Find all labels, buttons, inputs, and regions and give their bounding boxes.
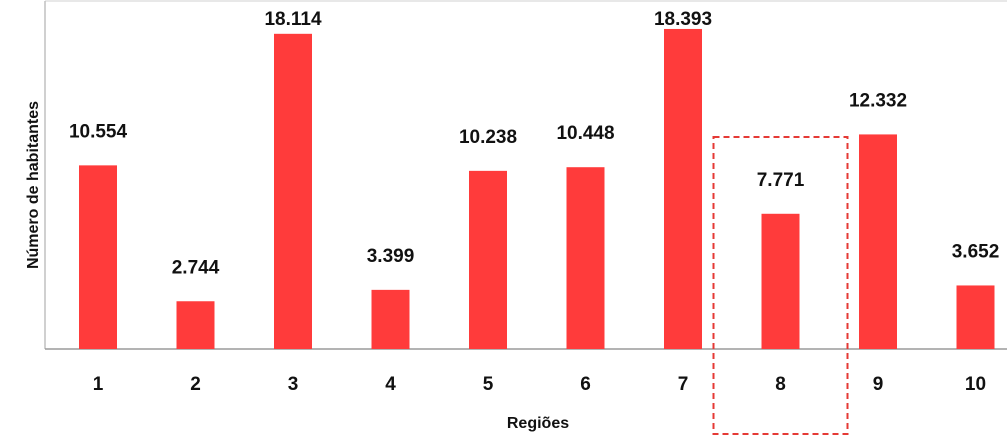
- bar-region-3: [274, 33, 312, 349]
- value-label-region-8: 7.771: [757, 170, 805, 191]
- bar-region-1: [79, 165, 117, 349]
- x-tick-label-8: 8: [775, 374, 786, 395]
- value-label-region-5: 10.238: [459, 127, 517, 148]
- bar-region-9: [859, 134, 897, 349]
- bar-region-2: [176, 301, 215, 349]
- value-label-region-2: 2.744: [172, 257, 220, 278]
- x-tick-label-1: 1: [93, 374, 104, 395]
- x-tick-label-6: 6: [580, 374, 591, 395]
- x-tick-label-2: 2: [190, 374, 201, 395]
- x-tick-labels-layer: 1 2 3 4 5 6 7 8 9 10: [93, 374, 986, 395]
- bar-region-4: [371, 289, 410, 349]
- value-label-region-6: 10.448: [556, 123, 614, 144]
- x-tick-label-5: 5: [483, 374, 494, 395]
- y-axis-title: Número de habitantes: [25, 101, 42, 269]
- bar-region-10: [956, 285, 995, 349]
- x-tick-label-9: 9: [873, 374, 884, 395]
- value-label-region-4: 3.399: [367, 246, 415, 267]
- x-tick-label-10: 10: [965, 374, 986, 395]
- value-label-region-3: 18.114: [264, 9, 321, 30]
- x-tick-label-4: 4: [385, 374, 396, 395]
- bar-region-6: [566, 167, 605, 349]
- x-tick-label-7: 7: [678, 374, 689, 395]
- bars-layer: [79, 28, 995, 350]
- highlight-box-region-8: [712, 136, 849, 435]
- bar-region-5: [469, 170, 507, 349]
- value-labels-layer: 10.554 2.744 18.114 3.399 10.238 10.448 18.393…: [69, 9, 999, 278]
- value-label-region-7: 18.393: [654, 9, 712, 30]
- x-tick-label-3: 3: [288, 374, 299, 395]
- x-axis-title: Regiões: [507, 415, 569, 432]
- value-label-region-9: 12.332: [849, 90, 907, 111]
- value-label-region-10: 3.652: [952, 241, 1000, 262]
- value-label-region-1: 10.554: [69, 121, 128, 142]
- bar-region-7: [664, 28, 702, 350]
- bar-region-8: [761, 213, 800, 349]
